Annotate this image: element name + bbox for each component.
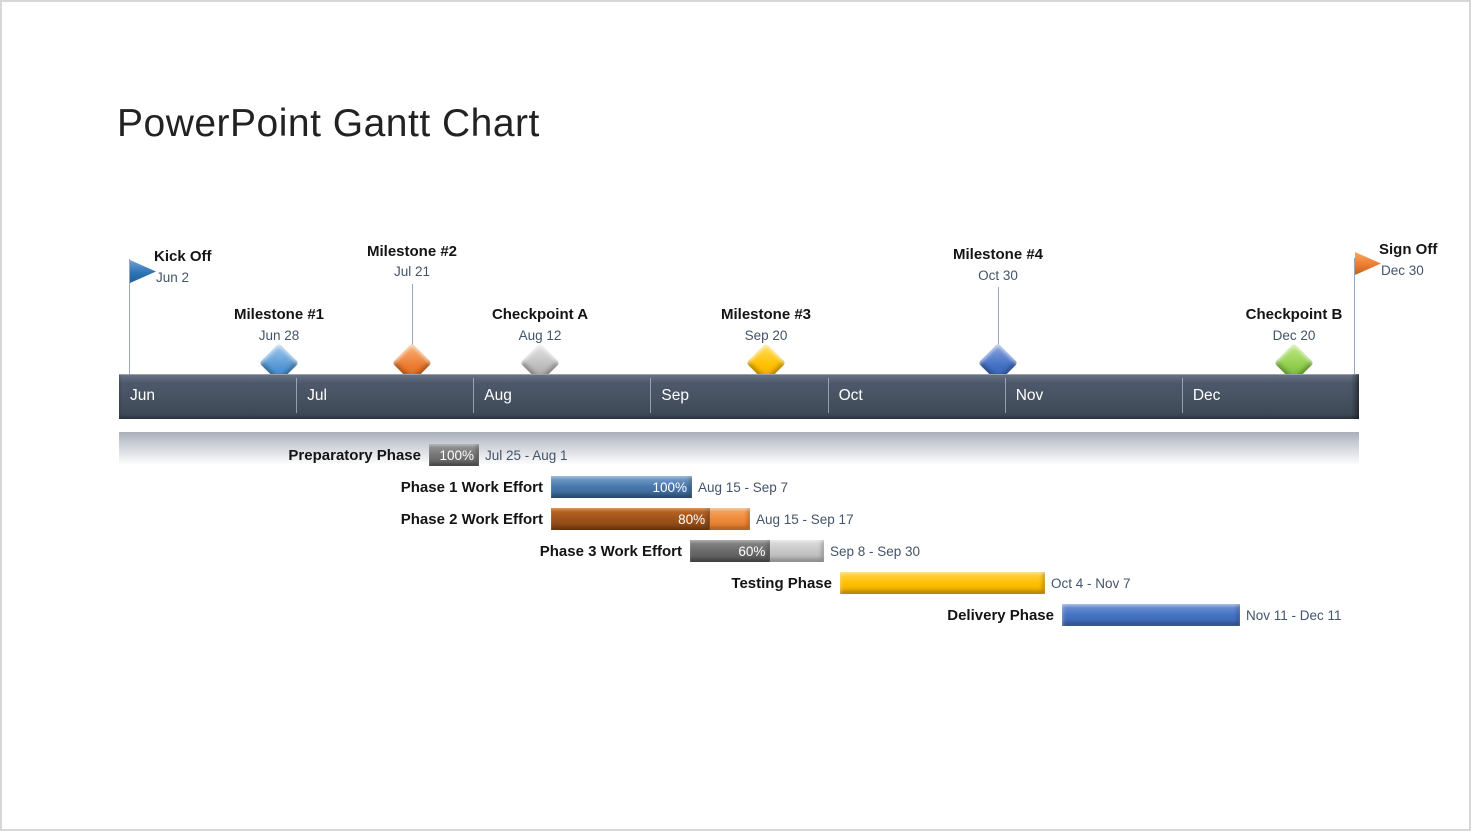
milestone-label: Milestone #4: [952, 246, 1044, 263]
milestone-stem: [129, 259, 130, 374]
task-progress-fill: 80%: [551, 508, 711, 530]
timeline-month-jul: Jul: [296, 374, 473, 419]
milestone-date: Dec 30: [1381, 263, 1424, 278]
task-bar: 80%: [551, 508, 750, 530]
task-date-range: Aug 15 - Sep 7: [698, 480, 789, 495]
task-label: Preparatory Phase: [288, 447, 421, 464]
milestone-stem: [1354, 258, 1355, 419]
timeline-month-dec: Dec: [1181, 374, 1359, 419]
timeline-month-nov: Nov: [1004, 374, 1182, 419]
task-bar: [1062, 604, 1240, 626]
milestone-label: Milestone #1: [233, 306, 325, 323]
task-percent-label: 60%: [738, 543, 766, 559]
timeline-bar: Jun Jul Aug Sep Oct Nov Dec: [119, 374, 1359, 419]
task-label: Delivery Phase: [947, 607, 1054, 624]
timeline-month-oct: Oct: [827, 374, 1005, 419]
timeline-month-sep: Sep: [650, 374, 827, 419]
milestone-date: Jun 2: [156, 270, 190, 285]
milestone-label: Milestone #3: [720, 306, 812, 323]
flag-icon: [1355, 252, 1381, 275]
task-bar: 100%: [551, 476, 692, 498]
task-percent-label: 80%: [678, 511, 706, 527]
task-label: Testing Phase: [731, 575, 832, 592]
task-bar: [840, 572, 1045, 594]
milestone-date: Jun 28: [258, 328, 300, 343]
task-bar: 100%: [429, 444, 479, 466]
task-label: Phase 1 Work Effort: [400, 479, 543, 496]
task-date-range: Aug 15 - Sep 17: [756, 512, 854, 527]
milestone-date: Oct 30: [978, 268, 1018, 283]
task-date-range: Jul 25 - Aug 1: [485, 448, 568, 463]
milestone-stem: [412, 284, 413, 352]
task-percent-label: 100%: [439, 447, 474, 463]
task-percent-label: 100%: [652, 479, 687, 495]
task-bar: 60%: [690, 540, 824, 562]
task-date-range: Nov 11 - Dec 11: [1246, 608, 1342, 623]
task-label: Phase 3 Work Effort: [539, 543, 682, 560]
task-date-range: Sep 8 - Sep 30: [830, 544, 921, 559]
timeline-month-aug: Aug: [473, 374, 650, 419]
milestone-date: Dec 20: [1272, 328, 1316, 343]
task-progress-fill: 100%: [551, 476, 692, 498]
milestone-date: Sep 20: [744, 328, 788, 343]
task-date-range: Oct 4 - Nov 7: [1051, 576, 1131, 591]
milestone-label: Checkpoint A: [491, 306, 589, 323]
task-progress-fill: 60%: [690, 540, 771, 562]
milestone-label: Checkpoint B: [1245, 306, 1343, 323]
flag-icon: [130, 260, 156, 283]
task-progress-fill: 100%: [429, 444, 479, 466]
milestone-date: Aug 12: [518, 328, 562, 343]
timeline-reflection: [119, 432, 1359, 465]
milestone-date: Jul 21: [393, 264, 431, 279]
timeline-month-jun: Jun: [130, 387, 155, 404]
milestone-label: Milestone #2: [366, 243, 458, 260]
slide-title: PowerPoint Gantt Chart: [117, 102, 540, 145]
task-label: Phase 2 Work Effort: [400, 511, 543, 528]
milestone-label: Kick Off: [154, 248, 212, 265]
milestone-label: Sign Off: [1379, 241, 1438, 258]
milestone-stem: [998, 287, 999, 352]
